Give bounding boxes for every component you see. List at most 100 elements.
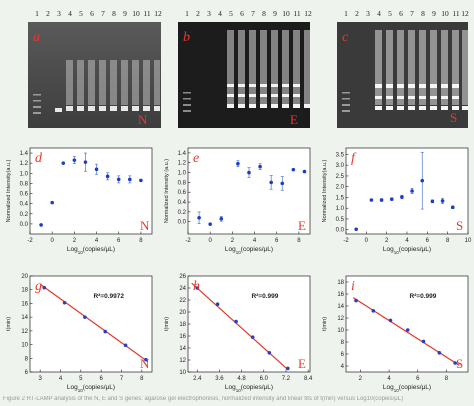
- y-tick-label: 10: [21, 343, 28, 349]
- y-axis-label: t(min): [164, 317, 170, 331]
- x-tick-label: 4: [59, 376, 63, 382]
- data-point: [430, 199, 435, 204]
- chart-f: 0.0 0.5 1.0 1.5 2.0 2.5 3.0 3.5 -2 0 2 4 6 8 10 Normali…: [322, 147, 472, 255]
- x-tick-label: 2: [385, 238, 389, 244]
- gel-c-lane-label: 7: [410, 9, 414, 18]
- x-axis-label: Log10(copies/μL): [383, 246, 431, 255]
- y-tick-label: 0.8: [178, 180, 187, 186]
- y-axis-label: Normalized Intensity (a.u.): [164, 159, 170, 223]
- y-tick-label: 0.5: [336, 217, 345, 223]
- y-tick-label: 18: [337, 280, 344, 286]
- y-tick-label: 14: [337, 304, 344, 310]
- y-tick-label: 18: [179, 322, 186, 328]
- x-axis-label: Log10(copies/μL): [67, 384, 115, 393]
- y-tick-label: 16: [21, 301, 28, 307]
- x-tick-label: 4: [405, 238, 409, 244]
- y-axis-label: Normalized Intensity(a.u.): [322, 160, 328, 223]
- data-point: [369, 198, 374, 202]
- y-tick-label: 1.4: [20, 151, 29, 157]
- x-tick-label: 6: [426, 238, 430, 244]
- x-axis-label: Log10(copies/μL): [225, 384, 273, 393]
- gel-a-lane-label: 1: [35, 9, 39, 18]
- y-tick-label: 12: [21, 329, 28, 335]
- data-point: [400, 195, 404, 199]
- data-point: [61, 161, 66, 165]
- gel-image-a: [28, 22, 161, 128]
- y-tick-label: 0.6: [20, 192, 29, 198]
- y-tick-label: 18: [21, 288, 28, 294]
- r-squared-label: R²=0.999: [409, 293, 436, 300]
- gel-c-lane-label: 4: [377, 9, 381, 18]
- x-tick-label: 8: [445, 376, 449, 382]
- gel-a-lane-labels: 1 2 3 4 5 6 7 8 9 10 11 12: [28, 9, 162, 21]
- gel-b-lane-label: 6: [240, 9, 244, 18]
- y-tick-label: 0.2: [178, 210, 187, 216]
- data-point: [83, 160, 88, 164]
- gel-b-lane-label: 7: [251, 9, 255, 18]
- y-tick-label: 2.0: [336, 185, 345, 191]
- x-tick-label: 4: [253, 238, 257, 244]
- data-point: [371, 309, 376, 313]
- data-point: [219, 216, 224, 221]
- y-tick-label: 10: [337, 328, 344, 334]
- y-tick-label: 8: [25, 356, 29, 362]
- x-tick-label: 6: [117, 238, 121, 244]
- gene-tag: N: [140, 218, 150, 233]
- x-tick-label: 8.4: [304, 376, 313, 382]
- x-axis-label: Log10(copies/μL): [67, 246, 115, 255]
- x-tick-label: 7: [120, 376, 124, 382]
- x-tick-label: 0: [209, 238, 213, 244]
- x-tick-label: 6: [275, 238, 279, 244]
- y-tick-label: 0.6: [178, 190, 187, 196]
- chart-g: 6 8 10 12 14 16 18 20 3 4 5 6 7 8 t(min) Log10(copies/μ…: [6, 274, 153, 393]
- y-axis-label: Normalized Intensity(a.u.): [6, 160, 12, 223]
- data-point: [354, 227, 358, 232]
- y-tick-label: 14: [179, 346, 186, 352]
- data-point: [450, 205, 455, 210]
- panel-letter: g: [35, 279, 42, 294]
- y-tick-label: 0.0: [178, 220, 187, 226]
- gel-tag-c: S: [450, 110, 458, 125]
- data-point: [123, 343, 128, 348]
- gel-c-lane-label: 12: [461, 9, 469, 18]
- gel-b-lane-labels: 1 2 3 4 5 6 7 8 9 10 11 12: [178, 9, 312, 21]
- data-point: [269, 180, 273, 185]
- y-axis-label: t(min): [322, 317, 328, 331]
- gel-b-lane-label: 11: [293, 9, 301, 18]
- x-tick-label: 6: [416, 376, 420, 382]
- data-point: [42, 285, 47, 290]
- x-tick-label: 2.4: [193, 376, 202, 382]
- gene-tag: N: [140, 356, 150, 371]
- x-tick-label: 2: [73, 238, 77, 244]
- data-point: [421, 339, 426, 344]
- gel-a-lane-label: 8: [112, 9, 116, 18]
- gel-tag-a: N: [138, 112, 148, 127]
- y-tick-label: 12: [179, 358, 186, 364]
- fit-line: [352, 297, 460, 366]
- data-point: [405, 328, 410, 332]
- gel-a-lane-label: 5: [79, 9, 83, 18]
- gel-b-lane-label: 2: [196, 9, 200, 18]
- y-tick-label: 3.5: [336, 152, 345, 158]
- data-point: [94, 167, 99, 172]
- gel-b-lane-label: 5: [229, 9, 233, 18]
- gene-tag: E: [298, 218, 306, 233]
- y-tick-label: 0.0: [20, 222, 29, 228]
- panel-letter: d: [35, 151, 43, 166]
- y-tick-label: 20: [179, 310, 186, 316]
- panel-letter: h: [193, 279, 200, 294]
- data-point: [234, 319, 238, 324]
- x-tick-label: 8: [140, 376, 144, 382]
- gel-c-lane-labels: 1 2 3 4 5 6 7 8 9 10 11 12: [337, 9, 469, 21]
- x-tick-label: 5: [79, 376, 83, 382]
- gel-a-lane-label: 11: [143, 9, 151, 18]
- panel-letter-a: a: [33, 30, 40, 45]
- data-point: [280, 181, 285, 186]
- gel-a-lane-label: 6: [90, 9, 94, 18]
- data-point: [197, 215, 201, 220]
- gel-a-lane-label: 9: [123, 9, 127, 18]
- data-point: [267, 351, 272, 355]
- y-tick-label: 1.2: [178, 161, 187, 167]
- gel-b-lane-label: 1: [185, 9, 189, 18]
